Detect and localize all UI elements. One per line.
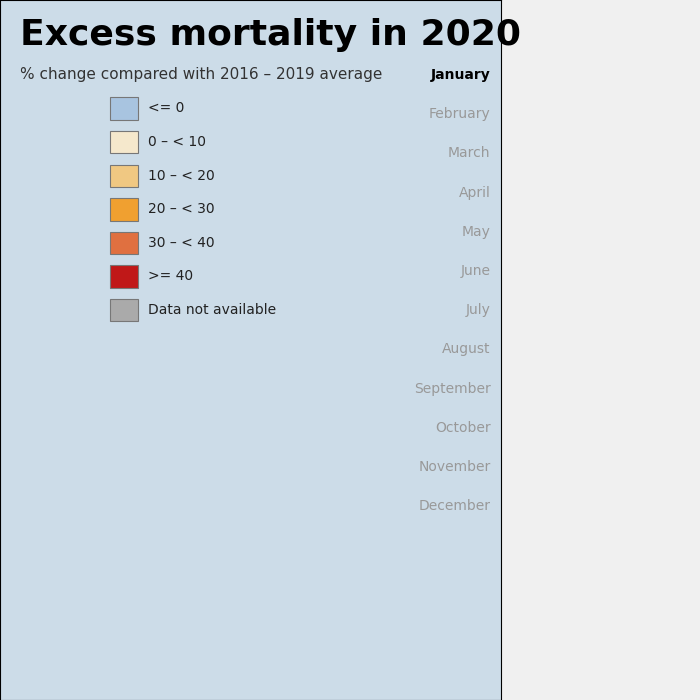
FancyBboxPatch shape bbox=[110, 164, 138, 187]
FancyBboxPatch shape bbox=[110, 299, 138, 321]
Text: March: March bbox=[448, 146, 491, 160]
Text: April: April bbox=[458, 186, 491, 199]
Text: November: November bbox=[418, 460, 491, 474]
FancyBboxPatch shape bbox=[110, 232, 138, 254]
Text: Data not available: Data not available bbox=[148, 303, 276, 317]
Text: >= 40: >= 40 bbox=[148, 270, 192, 284]
Text: <= 0: <= 0 bbox=[148, 102, 184, 116]
Text: Excess mortality in 2020: Excess mortality in 2020 bbox=[20, 18, 521, 52]
Text: 10 – < 20: 10 – < 20 bbox=[148, 169, 214, 183]
Text: 0 – < 10: 0 – < 10 bbox=[148, 135, 206, 149]
Text: July: July bbox=[466, 303, 491, 317]
Text: 30 – < 40: 30 – < 40 bbox=[148, 236, 214, 250]
Text: May: May bbox=[461, 225, 491, 239]
FancyBboxPatch shape bbox=[110, 131, 138, 153]
Text: September: September bbox=[414, 382, 491, 395]
FancyBboxPatch shape bbox=[110, 198, 138, 220]
Text: June: June bbox=[461, 264, 491, 278]
Text: February: February bbox=[428, 107, 491, 121]
Text: December: December bbox=[419, 499, 491, 513]
Text: 20 – < 30: 20 – < 30 bbox=[148, 202, 214, 216]
Text: August: August bbox=[442, 342, 491, 356]
Text: October: October bbox=[435, 421, 491, 435]
Text: January: January bbox=[430, 68, 491, 82]
Text: % change compared with 2016 – 2019 average: % change compared with 2016 – 2019 avera… bbox=[20, 66, 382, 81]
FancyBboxPatch shape bbox=[110, 97, 138, 120]
FancyBboxPatch shape bbox=[110, 265, 138, 288]
